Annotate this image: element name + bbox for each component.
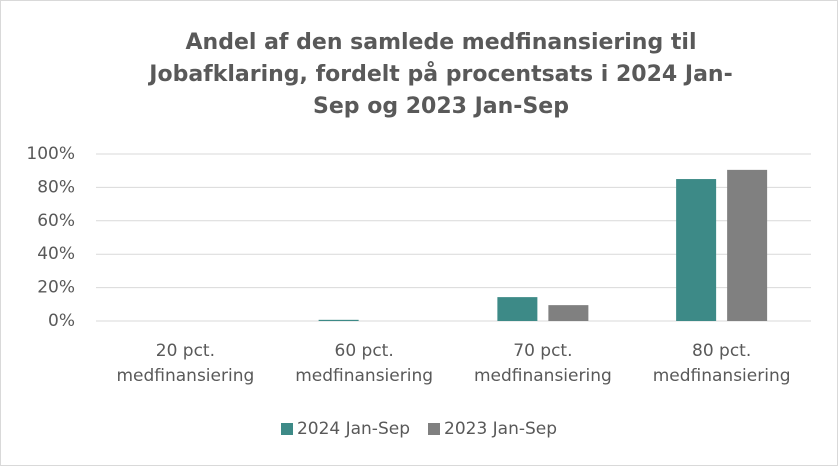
y-tick-label: 100% (26, 144, 75, 164)
legend-item: 2024 Jan-Sep (280, 419, 410, 439)
x-tick-label: 70 pct. medfinansiering (473, 341, 612, 386)
legend-label: 2024 Jan-Sep (296, 419, 410, 439)
x-tick-label: 60 pct. medfinansiering (295, 341, 434, 386)
y-tick-label: 80% (37, 177, 75, 197)
y-tick-label: 20% (37, 278, 75, 298)
legend-item: 2023 Jan-Sep (428, 419, 557, 439)
legend-label: 2023 Jan-Sep (444, 419, 558, 439)
chart-title: Andel af den samlede medfinansiering til… (149, 30, 733, 119)
bar (676, 179, 717, 321)
y-tick-label: 0% (48, 311, 75, 331)
x-tick-label: 20 pct. medfinansiering (116, 341, 255, 386)
bar (318, 319, 359, 321)
bar (548, 305, 589, 321)
bar (727, 169, 768, 321)
legend-swatch (280, 423, 293, 435)
y-tick-label: 40% (37, 244, 75, 264)
y-tick-label: 60% (37, 211, 75, 231)
bar (497, 297, 538, 321)
legend-swatch (428, 423, 440, 435)
legend: 2024 Jan-Sep 2023 Jan-Sep (1, 419, 837, 439)
x-tick-label: 80 pct. medfinansiering (652, 341, 791, 386)
